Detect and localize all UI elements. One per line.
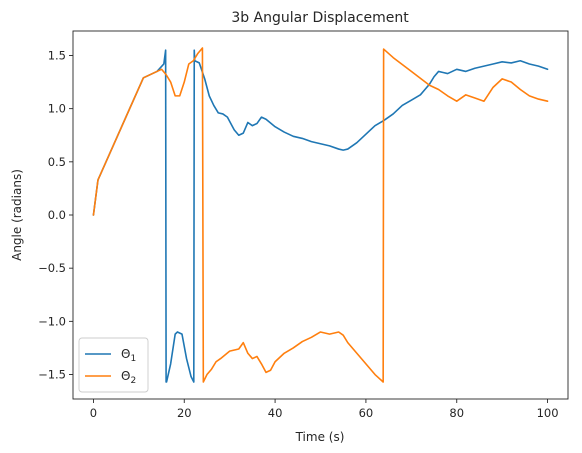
x-tick-label: 40 (268, 406, 283, 420)
x-tick-label: 80 (449, 406, 464, 420)
x-tick-label: 20 (177, 406, 192, 420)
y-tick-label: −0.5 (38, 261, 66, 275)
y-tick-label: 1.0 (48, 102, 66, 116)
legend-label-base: Θ (121, 369, 130, 383)
legend-label-theta-2: Θ2 (121, 369, 136, 386)
chart-title: 3b Angular Displacement (231, 10, 409, 26)
y-tick-label: 0.5 (48, 155, 66, 169)
y-axis-label: Angle (radians) (10, 169, 24, 261)
y-axis: −1.5 −1.0 −0.5 0.0 0.5 1.0 1.5 (38, 48, 73, 382)
legend-box (78, 337, 149, 393)
x-tick-label: 60 (359, 406, 374, 420)
legend-label-subscript: 2 (130, 376, 136, 386)
legend-label-theta-1: Θ1 (121, 347, 136, 364)
legend-label-base: Θ (121, 347, 130, 361)
x-axis: 0 20 40 60 80 100 (90, 399, 559, 420)
y-tick-label: −1.5 (38, 368, 66, 382)
series-layer (92, 47, 549, 383)
y-tick-label: −1.0 (38, 314, 66, 328)
x-tick-label: 100 (537, 406, 559, 420)
legend-label-subscript: 1 (130, 354, 136, 364)
x-axis-label: Time (s) (295, 430, 345, 444)
series-line-theta-1 (92, 49, 549, 383)
series-line-theta-2 (92, 47, 549, 383)
y-tick-label: 0.0 (48, 208, 66, 222)
x-tick-label: 0 (90, 406, 97, 420)
y-tick-label: 1.5 (48, 48, 66, 62)
